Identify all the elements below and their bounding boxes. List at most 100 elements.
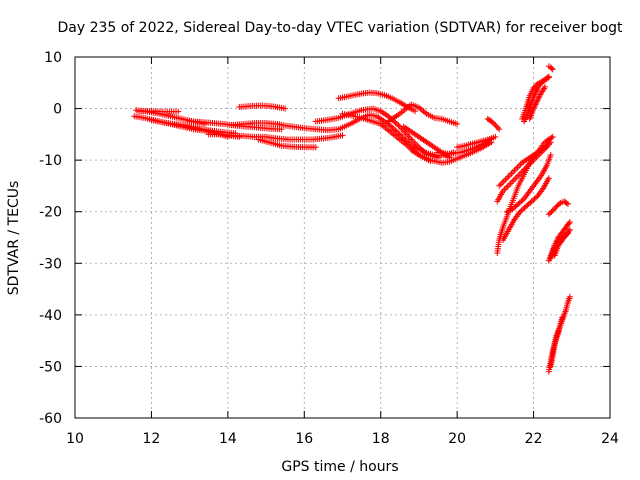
data-point — [549, 207, 556, 214]
data-point — [388, 123, 395, 130]
data-point — [396, 131, 403, 138]
x-tick-label: 24 — [601, 431, 619, 447]
y-tick-label: -40 — [39, 308, 62, 324]
data-point — [393, 128, 400, 135]
data-point — [527, 199, 534, 206]
data-point — [513, 202, 520, 209]
data-point — [492, 133, 499, 140]
data-point — [559, 314, 566, 321]
data-point — [516, 199, 523, 206]
data-point — [532, 90, 539, 97]
data-point — [531, 195, 538, 202]
data-point — [542, 144, 549, 151]
y-tick-label: 0 — [53, 102, 62, 118]
data-point — [175, 108, 182, 115]
data-point — [282, 105, 289, 112]
data-point — [534, 97, 541, 104]
data-point — [510, 204, 517, 211]
data-point — [566, 219, 573, 226]
data-point — [564, 200, 571, 207]
data-point — [524, 202, 531, 209]
data-point — [389, 124, 396, 131]
data-point — [392, 119, 399, 126]
data-point — [547, 139, 554, 146]
data-point — [532, 101, 539, 108]
x-tick-labels: 10 12 14 16 18 20 22 24 — [66, 431, 619, 447]
data-point — [512, 203, 519, 210]
data-point — [556, 201, 563, 208]
data-point — [454, 121, 461, 128]
data-point — [525, 200, 532, 207]
data-point — [552, 204, 559, 211]
data-points — [131, 63, 573, 375]
chart-title: Day 235 of 2022, Sidereal Day-to-day VTE… — [57, 20, 623, 36]
data-point — [532, 194, 539, 201]
data-point — [550, 206, 557, 213]
data-point — [531, 91, 538, 98]
data-point — [535, 95, 542, 102]
data-point — [545, 74, 552, 81]
data-point — [385, 113, 392, 120]
data-point — [533, 100, 540, 107]
data-point — [395, 122, 402, 129]
y-tick-label: -20 — [39, 205, 62, 221]
x-tick-label: 20 — [448, 431, 466, 447]
data-point — [492, 122, 499, 129]
data-point — [549, 133, 556, 140]
data-point — [493, 123, 500, 130]
data-point — [509, 206, 516, 213]
data-point — [542, 83, 549, 90]
y-tick-label: -30 — [39, 256, 62, 272]
data-point — [531, 102, 538, 109]
data-point — [528, 198, 535, 205]
x-tick-label: 18 — [372, 431, 390, 447]
data-point — [496, 126, 503, 133]
data-point — [545, 175, 552, 182]
y-tick-label: -10 — [39, 153, 62, 169]
data-point — [412, 108, 419, 115]
y-tick-labels: 10 0 -10 -20 -30 -40 -50 -60 — [39, 50, 62, 427]
data-point — [546, 140, 553, 147]
x-tick-label: 10 — [66, 431, 84, 447]
data-point — [518, 207, 525, 214]
data-point — [519, 197, 526, 204]
data-point — [563, 200, 570, 207]
y-tick-label: 10 — [44, 50, 62, 66]
data-point — [494, 124, 501, 131]
data-point — [543, 142, 550, 149]
data-point — [521, 204, 528, 211]
data-point — [533, 82, 540, 89]
y-axis-label: SDTVAR / TECUs — [6, 181, 22, 296]
data-point — [531, 83, 538, 90]
data-point — [531, 104, 538, 111]
data-point — [520, 206, 527, 213]
x-tick-label: 16 — [295, 431, 313, 447]
y-tick-label: -50 — [39, 359, 62, 375]
data-point — [491, 120, 498, 127]
data-point — [565, 220, 572, 227]
data-point — [548, 134, 555, 141]
data-point — [549, 66, 556, 73]
data-point — [544, 141, 551, 148]
data-point — [391, 126, 398, 133]
data-point — [312, 144, 319, 151]
axis-ticks — [74, 56, 611, 419]
x-tick-label: 12 — [143, 431, 161, 447]
data-point — [517, 208, 524, 215]
data-point — [398, 132, 405, 139]
data-point — [393, 121, 400, 128]
x-tick-label: 22 — [525, 431, 543, 447]
data-point — [395, 130, 402, 137]
data-point — [515, 200, 522, 207]
data-point — [530, 84, 537, 91]
data-point — [522, 203, 529, 210]
x-tick-label: 14 — [219, 431, 237, 447]
data-point — [530, 105, 537, 112]
y-tick-label: -60 — [39, 411, 62, 427]
x-axis-label: GPS time / hours — [281, 459, 398, 475]
data-point — [548, 208, 555, 215]
data-point — [547, 151, 554, 158]
data-point — [339, 132, 346, 139]
